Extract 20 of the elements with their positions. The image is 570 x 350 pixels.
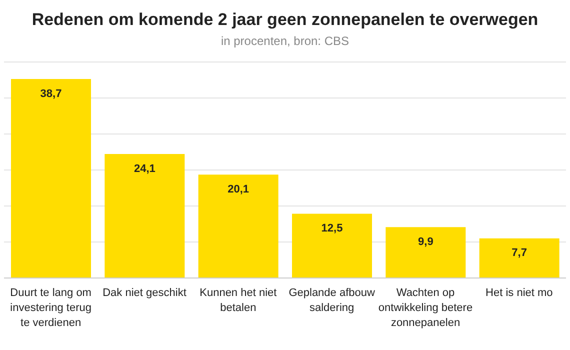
chart-title: Redenen om komende 2 jaar geen zonnepanelen te overwegen (30, 9, 540, 30)
bar (386, 227, 466, 278)
data-label: 7,7 (512, 247, 527, 260)
data-label: 9,9 (418, 236, 434, 248)
bar (11, 78, 91, 278)
chart-subtitle: in procenten, bron: CBS (220, 34, 350, 48)
data-label: 20,1 (228, 183, 250, 196)
bar (104, 154, 185, 278)
bar (198, 174, 278, 278)
x-tick-label: Wachten op ontwikkeling betere zonnepanelen (378, 287, 473, 329)
x-tick-label: Dak niet geschikt (102, 287, 186, 299)
data-label: 12,5 (321, 222, 343, 235)
x-tick-label: Geplande afbouw saldering (288, 287, 376, 314)
bar (292, 214, 372, 278)
x-tick-label: Het is niet mo (486, 287, 553, 299)
bar (479, 238, 560, 278)
x-tick-label: Duurt te lang om investering terug te verdienen (10, 287, 92, 329)
data-label: 24,1 (134, 162, 156, 175)
x-tick-label: Kunnen het niet betalen (200, 287, 277, 314)
data-label: 38,7 (40, 88, 62, 100)
